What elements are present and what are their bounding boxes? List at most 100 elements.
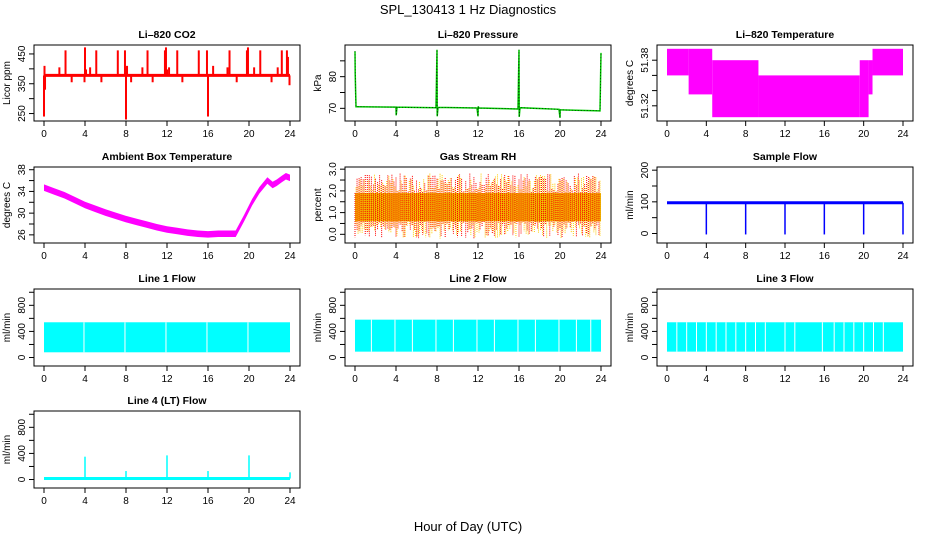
x-tick-label: 0 bbox=[664, 251, 670, 262]
y-axis-label: ml/min bbox=[2, 435, 13, 464]
panel-li820-temperature: Li–820 Temperature degrees C 0 4 8 12 16 20 24 51… bbox=[625, 29, 914, 140]
panel-title: Ambient Box Temperature bbox=[102, 151, 233, 163]
x-tick-label: 16 bbox=[202, 129, 214, 140]
figure-title: SPL_130413 1 Hz Diagnostics bbox=[380, 2, 557, 17]
panel-title: Gas Stream RH bbox=[440, 151, 516, 163]
data-band bbox=[355, 319, 601, 352]
panel-title: Li–820 Pressure bbox=[438, 29, 519, 41]
x-tick-label: 8 bbox=[123, 251, 129, 262]
y-tick-label: 70 bbox=[328, 102, 339, 114]
x-tick-label: 4 bbox=[82, 251, 88, 262]
x-tick-label: 8 bbox=[123, 129, 129, 140]
x-tick-label: 4 bbox=[704, 251, 710, 262]
x-tick-label: 8 bbox=[123, 374, 129, 385]
x-tick-label: 0 bbox=[352, 374, 358, 385]
x-tick-label: 8 bbox=[123, 496, 129, 507]
x-tick-label: 16 bbox=[202, 251, 214, 262]
y-axis-label: kPa bbox=[313, 74, 324, 92]
panel-line-4-lt-flow: Line 4 (LT) Flow ml/min 0 4 8 12 16 20 24 0 400 800 bbox=[2, 395, 301, 507]
plot-area bbox=[354, 173, 601, 239]
y-tick-label: 350 bbox=[17, 75, 28, 92]
x-tick-label: 24 bbox=[595, 251, 607, 262]
x-tick-label: 20 bbox=[554, 129, 566, 140]
x-tick-label: 4 bbox=[704, 129, 710, 140]
y-axis-label: degrees C bbox=[625, 60, 636, 106]
x-tick-label: 16 bbox=[513, 129, 525, 140]
x-tick-label: 20 bbox=[858, 129, 870, 140]
panel-title: Line 2 Flow bbox=[449, 273, 507, 285]
plot-area bbox=[44, 173, 290, 238]
panel-gas-stream-rh: Gas Stream RH percent 0 4 8 12 16 20 24 0.0 1.0 2.0… bbox=[313, 151, 612, 262]
x-tick-label: 4 bbox=[82, 129, 88, 140]
x-tick-label: 16 bbox=[202, 374, 214, 385]
x-tick-label: 12 bbox=[472, 374, 484, 385]
panel-line-1-flow: Line 1 Flow ml/min 0 4 8 12 16 20 24 0 400 800 bbox=[2, 273, 301, 385]
y-tick-label: 800 bbox=[640, 297, 651, 314]
y-tick-label: 30 bbox=[17, 207, 28, 219]
data-band bbox=[44, 173, 290, 238]
y-tick-label: 1.0 bbox=[328, 205, 339, 219]
y-tick-label: 400 bbox=[328, 323, 339, 340]
data-band bbox=[44, 322, 290, 353]
y-tick-label: 2.0 bbox=[328, 183, 339, 197]
y-tick-label: 200 bbox=[640, 161, 651, 178]
data-band bbox=[712, 60, 759, 118]
x-tick-label: 8 bbox=[743, 374, 749, 385]
x-tick-label: 4 bbox=[82, 496, 88, 507]
y-axis-label: Licor ppm bbox=[2, 61, 13, 105]
x-tick-label: 16 bbox=[202, 496, 214, 507]
data-band bbox=[758, 75, 860, 118]
y-tick-label: 80 bbox=[328, 71, 339, 83]
y-tick-label: 400 bbox=[640, 323, 651, 340]
y-tick-label: 0 bbox=[640, 354, 651, 360]
y-axis-label: ml/min bbox=[625, 190, 636, 219]
data-band bbox=[872, 48, 903, 76]
x-tick-label: 8 bbox=[434, 374, 440, 385]
x-tick-label: 20 bbox=[243, 374, 255, 385]
panel-title: Line 1 Flow bbox=[138, 273, 196, 285]
y-axis-label: ml/min bbox=[625, 313, 636, 342]
panel-line-2-flow: Line 2 Flow ml/min 0 4 8 12 16 20 24 0 400 800 bbox=[313, 273, 612, 385]
x-tick-label: 8 bbox=[743, 129, 749, 140]
data-band bbox=[688, 48, 713, 95]
panel-title: Li–820 Temperature bbox=[736, 29, 835, 41]
y-tick-label: 450 bbox=[17, 45, 28, 62]
x-tick-label: 24 bbox=[595, 129, 607, 140]
x-tick-label: 24 bbox=[595, 374, 607, 385]
y-tick-label: 800 bbox=[328, 297, 339, 314]
x-tick-label: 12 bbox=[161, 374, 173, 385]
y-tick-label: 0.0 bbox=[328, 227, 339, 241]
x-tick-label: 16 bbox=[819, 374, 831, 385]
plot-area bbox=[667, 201, 904, 235]
x-tick-label: 12 bbox=[472, 251, 484, 262]
plot-area bbox=[354, 49, 602, 118]
y-tick-label: 34 bbox=[17, 185, 28, 197]
x-tick-label: 20 bbox=[243, 496, 255, 507]
y-tick-label: 0 bbox=[640, 230, 651, 236]
x-tick-label: 16 bbox=[819, 251, 831, 262]
x-tick-label: 8 bbox=[434, 129, 440, 140]
panel-sample-flow: Sample Flow ml/min 0 4 8 12 16 20 24 0 100 200 bbox=[625, 151, 914, 262]
x-tick-label: 8 bbox=[743, 251, 749, 262]
x-tick-label: 12 bbox=[161, 129, 173, 140]
x-tick-label: 12 bbox=[472, 129, 484, 140]
x-tick-label: 12 bbox=[779, 374, 791, 385]
x-tick-label: 24 bbox=[284, 374, 296, 385]
x-tick-label: 24 bbox=[284, 129, 296, 140]
y-tick-label: 0 bbox=[17, 476, 28, 482]
data-band bbox=[859, 60, 869, 118]
x-tick-label: 20 bbox=[858, 374, 870, 385]
x-tick-label: 4 bbox=[393, 129, 399, 140]
panel-ambient-box-temperature: Ambient Box Temperature degrees C 0 4 8 12 16 2… bbox=[2, 151, 301, 262]
panel-li820-pressure: Li–820 Pressure kPa 0 4 8 12 16 20 24 70 80 bbox=[313, 29, 612, 140]
y-axis-label: ml/min bbox=[2, 313, 13, 342]
x-tick-label: 24 bbox=[284, 496, 296, 507]
x-tick-label: 24 bbox=[284, 251, 296, 262]
plot-area bbox=[44, 322, 290, 353]
y-tick-label: 800 bbox=[17, 297, 28, 314]
panel-title: Sample Flow bbox=[753, 151, 818, 163]
y-tick-label: 400 bbox=[17, 323, 28, 340]
x-tick-label: 4 bbox=[704, 374, 710, 385]
x-tick-label: 12 bbox=[779, 251, 791, 262]
